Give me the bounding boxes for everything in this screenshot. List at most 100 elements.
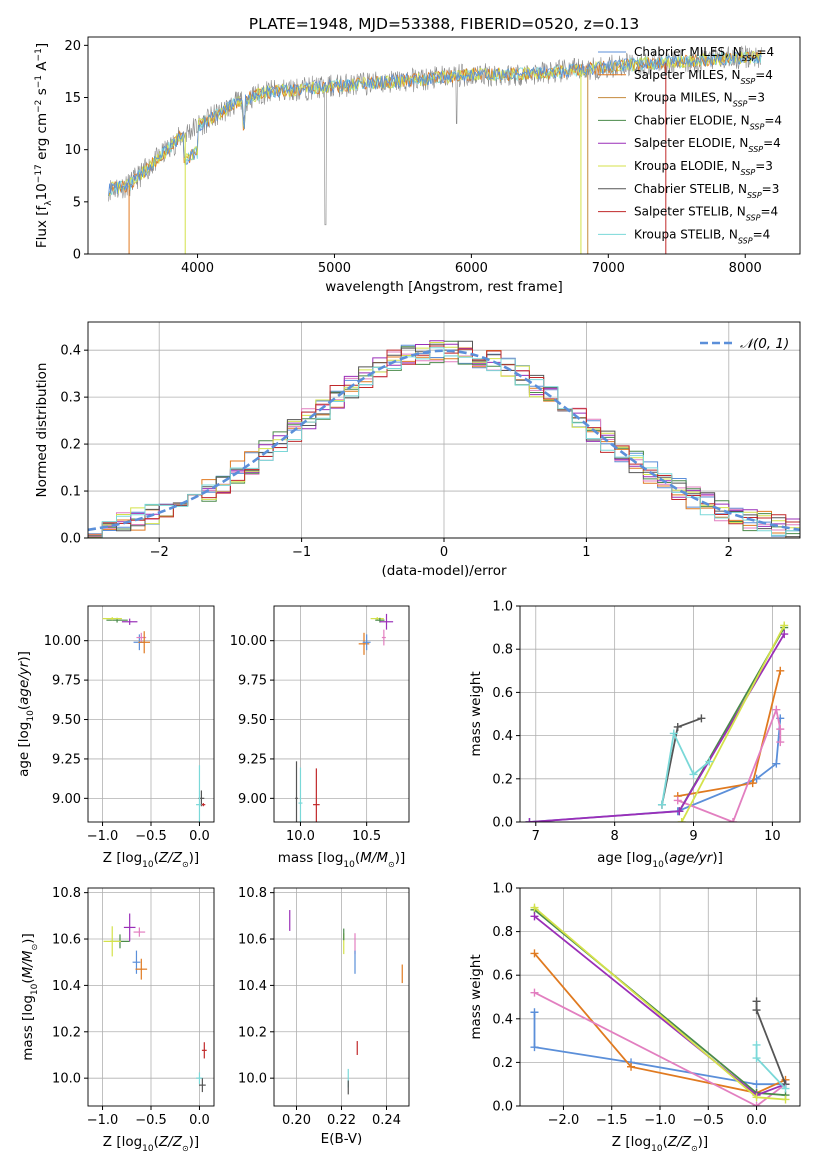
weight-marker	[675, 807, 684, 816]
age_vs_mass-points	[295, 613, 394, 822]
axis-label: Z [log10(Z/Z⊙)]	[612, 1134, 708, 1154]
x-tick-label: 0.24	[372, 1113, 401, 1128]
y-tick-label: 10.00	[44, 634, 81, 649]
spectrum-line	[108, 50, 762, 197]
y-tick-label: 10.8	[52, 886, 81, 901]
y-tick-label: 1.0	[492, 882, 513, 897]
weight-marker	[705, 757, 714, 766]
weight-marker	[530, 988, 539, 997]
spectrum-lines	[108, 45, 762, 254]
legend-num: =3	[762, 182, 780, 196]
axis-label: mass [log10(M/M⊙)]	[20, 933, 40, 1060]
weight-marker	[776, 738, 785, 747]
y-tick-label: 5	[73, 195, 81, 210]
legend-entry: Kroupa STELIB, NSSP=4	[634, 227, 770, 245]
legend-sub: SSP	[748, 145, 763, 154]
weight_vs_age-frame	[519, 605, 801, 823]
x-tick-label: −0.5	[135, 1113, 167, 1128]
weight-marker	[772, 705, 781, 714]
legend-entry: Salpeter STELIB, NSSP=4	[634, 205, 778, 223]
x-tick-label: −2.0	[548, 1113, 580, 1128]
legend-num: =4	[755, 68, 773, 82]
weight-marker	[780, 630, 789, 639]
age_vs_mass-axes	[274, 606, 409, 822]
y-tick-label: 9.25	[52, 752, 81, 767]
legend-num: =4	[760, 205, 778, 219]
x-tick-label: 0.0	[189, 1113, 210, 1128]
age_vs_mass-frame	[273, 605, 410, 823]
weight-marker	[752, 1093, 761, 1102]
x-tick-label: 0.22	[327, 1113, 356, 1128]
spectrum-title: PLATE=1948, MJD=53388, FIBERID=0520, z=0…	[249, 15, 639, 33]
y-tick-label: 0.6	[492, 686, 513, 701]
x-tick-label: 0.20	[282, 1113, 311, 1128]
weight-line	[755, 1001, 787, 1085]
legend-entry: Chabrier STELIB, NSSP=3	[634, 182, 779, 200]
legend-entry: Salpeter MILES, NSSP=4	[634, 68, 773, 86]
weight-marker	[530, 949, 539, 958]
axis-label: age [log10(age/yr)]	[597, 850, 723, 870]
legend-sub: SSP	[741, 168, 756, 177]
weight-line	[533, 952, 786, 1094]
weight-line	[529, 633, 785, 822]
histogram-step	[88, 347, 800, 538]
x-tick-label: −2	[150, 545, 169, 560]
y-tick-label: 0.4	[60, 344, 81, 359]
y-tick-label: 10.2	[238, 1025, 267, 1040]
weight-marker	[530, 912, 539, 921]
weight-marker	[525, 818, 534, 822]
weight-marker	[697, 714, 706, 723]
x-tick-label: 10	[764, 829, 781, 844]
legend-sub: SSP	[733, 99, 748, 108]
x-tick-label: 5000	[318, 261, 351, 276]
legend-num: =3	[755, 159, 773, 173]
mass_vs_Z-axes	[88, 888, 214, 1106]
y-tick-label: 0.0	[492, 816, 513, 831]
weight_vs_age-axes	[520, 605, 800, 823]
spectrum-ylabel: Flux [fλ10−17 erg cm−2 s−1 A−1]	[34, 43, 54, 248]
y-tick-label: 0.0	[492, 1100, 513, 1115]
weight-marker	[752, 1102, 761, 1106]
y-tick-label: 0.6	[492, 969, 513, 984]
x-tick-label: −1.0	[644, 1113, 676, 1128]
mass_vs_ebv-points	[289, 910, 403, 1095]
weight-marker	[669, 729, 678, 738]
spectrum-line	[108, 51, 762, 196]
weight-marker	[772, 759, 781, 768]
y-tick-label: 15	[64, 91, 81, 106]
y-tick-label: 9.25	[238, 752, 267, 767]
y-tick-label: 0.8	[492, 643, 513, 658]
y-tick-label: 0.2	[492, 772, 513, 787]
histograms	[88, 340, 800, 538]
weight-line	[529, 718, 782, 822]
mass_vs_Z-points	[103, 913, 207, 1093]
x-tick-label: 6000	[455, 261, 488, 276]
x-tick-label: 10.5	[352, 829, 381, 844]
legend-num: =3	[747, 91, 765, 105]
spectrum-line	[108, 49, 762, 197]
x-tick-label: 8000	[729, 261, 762, 276]
y-tick-label: 9.50	[238, 713, 267, 728]
weight-line	[680, 624, 785, 822]
weight-marker	[627, 1062, 636, 1071]
weight-marker	[752, 1080, 761, 1089]
y-tick-label: 9.00	[52, 792, 81, 807]
y-tick-label: 10.4	[52, 979, 81, 994]
y-tick-label: 0.1	[60, 485, 81, 500]
x-tick-label: 8	[611, 829, 619, 844]
x-tick-label: 4000	[181, 261, 214, 276]
weight-marker	[781, 1095, 790, 1104]
x-tick-label: 0.0	[189, 829, 210, 844]
normal-curve	[88, 349, 800, 532]
legend-entry: Chabrier MILES, NSSP=4	[634, 45, 774, 63]
weight-marker	[689, 770, 698, 779]
weight-marker	[728, 818, 737, 822]
age_vs_Z-axes	[88, 606, 214, 822]
y-tick-label: 10.0	[52, 1072, 81, 1087]
y-tick-label: 9.75	[52, 674, 81, 689]
x-tick-label: 9	[689, 829, 697, 844]
spectrum-xlabel: wavelength [Angstrom, rest frame]	[325, 279, 563, 295]
legend-entry: Kroupa MILES, NSSP=3	[634, 91, 765, 109]
y-tick-label: 9.75	[238, 674, 267, 689]
weight-marker	[776, 725, 785, 734]
